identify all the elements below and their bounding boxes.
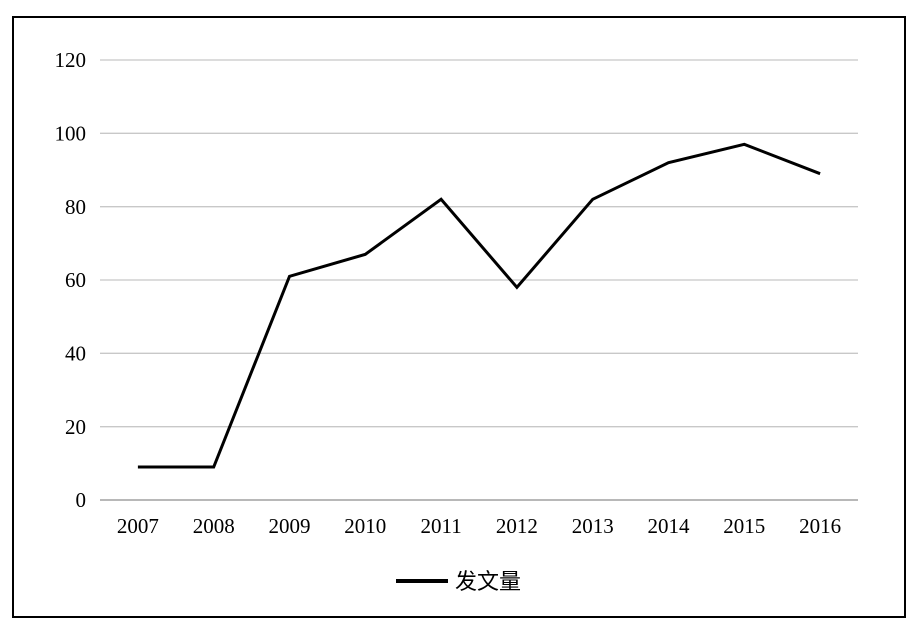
x-tick-label-2016: 2016 — [799, 514, 841, 538]
x-tick-label-2008: 2008 — [193, 514, 235, 538]
y-tick-label-60: 60 — [65, 268, 86, 292]
x-tick-label-2011: 2011 — [420, 514, 461, 538]
y-tick-label-80: 80 — [65, 195, 86, 219]
x-tick-label-2007: 2007 — [117, 514, 159, 538]
legend-label: 发文量 — [455, 569, 521, 594]
y-tick-label-0: 0 — [76, 488, 87, 512]
x-tick-label-2010: 2010 — [344, 514, 386, 538]
series-line — [137, 142, 821, 469]
x-tick-label-2009: 2009 — [269, 514, 311, 538]
x-tick-label-2014: 2014 — [648, 514, 691, 538]
y-tick-label-20: 20 — [65, 415, 86, 439]
y-tick-label-40: 40 — [65, 341, 86, 365]
figure-border — [12, 16, 906, 618]
y-tick-label-120: 120 — [55, 48, 87, 72]
x-tick-label-2012: 2012 — [496, 514, 538, 538]
y-tick-label-100: 100 — [55, 121, 87, 145]
x-tick-label-2015: 2015 — [723, 514, 765, 538]
x-tick-label-2013: 2013 — [572, 514, 614, 538]
